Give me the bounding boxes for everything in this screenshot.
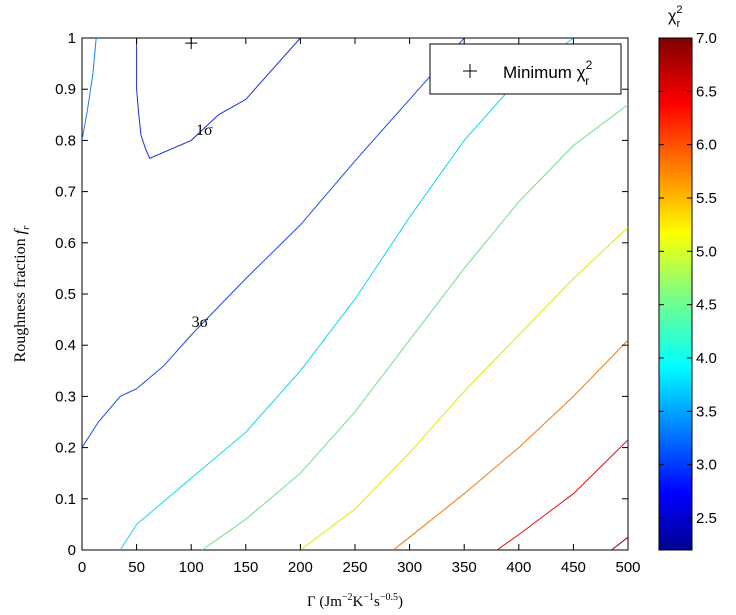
x-axis-ticks: 0 50 100 150 200 250 300 350 400 450 500 bbox=[78, 38, 641, 576]
legend-plus-icon bbox=[463, 64, 477, 78]
minimum-chi2-marker bbox=[185, 37, 198, 50]
x-tick-label: 150 bbox=[233, 559, 258, 576]
y-axis-label: Roughness fraction fr bbox=[12, 225, 32, 362]
x-tick-label: 50 bbox=[128, 559, 145, 576]
y-tick-label: 0 bbox=[68, 542, 76, 559]
contour-line-2_45 bbox=[136, 38, 301, 159]
contour-label-1sigma: 1σ bbox=[196, 122, 213, 139]
x-tick-label: 450 bbox=[561, 559, 586, 576]
x-tick-label: 0 bbox=[78, 559, 86, 576]
y-tick-label: 0.9 bbox=[55, 81, 76, 98]
contour-line-4_5 bbox=[201, 104, 628, 550]
colorbar-tick-label: 2.5 bbox=[696, 510, 717, 527]
colorbar-tick-label: 6.5 bbox=[696, 83, 717, 100]
colorbar-tick-label: 3.5 bbox=[696, 403, 717, 420]
contour-label-3sigma: 3σ bbox=[192, 314, 209, 331]
colorbar-tick-label: 6.0 bbox=[696, 137, 717, 154]
x-tick-label: 250 bbox=[342, 559, 367, 576]
y-tick-label: 0.8 bbox=[55, 132, 76, 149]
x-tick-label: 400 bbox=[506, 559, 531, 576]
contour-line-7 bbox=[611, 536, 628, 550]
y-tick-label: 0.1 bbox=[55, 491, 76, 508]
y-tick-label: 0.5 bbox=[55, 286, 76, 303]
y-tick-label: 0.2 bbox=[55, 440, 76, 457]
colorbar: 2.5 3.0 3.5 4.0 4.5 5.0 5.5 6.0 6.5 7.0 χ2 r bbox=[658, 4, 717, 551]
contour-line-2_75 bbox=[82, 38, 465, 448]
y-tick-label: 0.7 bbox=[55, 184, 76, 201]
y-tick-label: 0.4 bbox=[55, 337, 76, 354]
contour-lines bbox=[82, 38, 628, 550]
y-axis-ticks: 0 0.1 0.2 0.3 0.4 0.5 0.6 0.7 0.8 0.9 1 bbox=[55, 30, 628, 559]
colorbar-gradient bbox=[658, 37, 693, 551]
x-tick-label: 300 bbox=[397, 559, 422, 576]
y-tick-label: 0.6 bbox=[55, 235, 76, 252]
x-tick-label: 500 bbox=[615, 559, 640, 576]
colorbar-ticks: 2.5 3.0 3.5 4.0 4.5 5.0 5.5 6.0 6.5 7.0 bbox=[659, 30, 717, 527]
colorbar-tick-label: 5.0 bbox=[696, 243, 717, 260]
x-tick-label: 100 bbox=[179, 559, 204, 576]
plot-area bbox=[81, 37, 629, 551]
x-tick-label: 350 bbox=[452, 559, 477, 576]
legend: Minimum χ2 r bbox=[429, 43, 622, 95]
colorbar-tick-label: 5.5 bbox=[696, 190, 717, 207]
colorbar-tick-label: 7.0 bbox=[696, 30, 717, 47]
contour-line-5_8 bbox=[392, 339, 628, 550]
legend-box bbox=[429, 43, 622, 95]
contour-line-5 bbox=[300, 227, 628, 550]
contour-annotations: 1σ 3σ bbox=[192, 122, 213, 331]
colorbar-tick-label: 4.0 bbox=[696, 350, 717, 367]
contour-line-6_5 bbox=[496, 439, 628, 550]
y-tick-label: 0.3 bbox=[55, 388, 76, 405]
colorbar-title: χ2 r bbox=[668, 4, 683, 30]
contour-line-4 bbox=[119, 38, 574, 550]
x-tick-label: 200 bbox=[288, 559, 313, 576]
contour-line-2_7 bbox=[82, 38, 97, 141]
colorbar-tick-label: 4.5 bbox=[696, 297, 717, 314]
y-tick-label: 1 bbox=[68, 30, 76, 47]
x-axis-label: Γ (Jm−2K−1s−0.5) bbox=[307, 592, 403, 610]
colorbar-tick-label: 3.0 bbox=[696, 457, 717, 474]
